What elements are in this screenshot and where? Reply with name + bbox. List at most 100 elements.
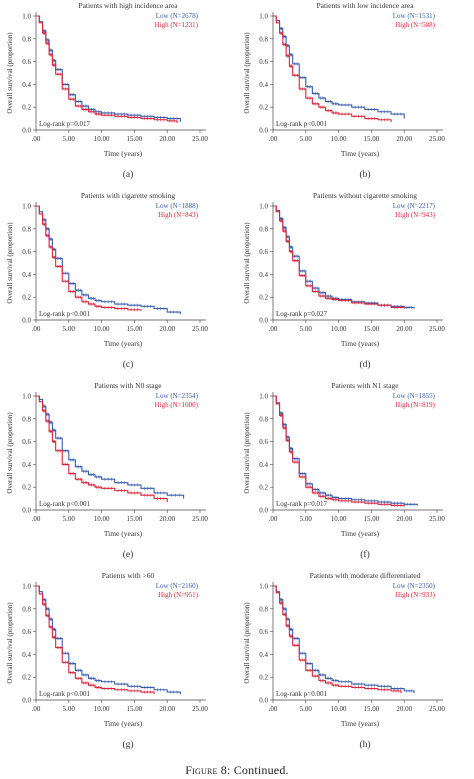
x-tick-label: .00: [32, 135, 41, 143]
legend-entry-low: Low (N=2354): [156, 392, 199, 400]
x-axis-label: Time (years): [104, 149, 143, 158]
chart-panel-a: Patients with high incidence area 0.0 0.2 0…: [0, 0, 237, 190]
y-tick-label: 0.6: [259, 58, 268, 66]
legend-entry-low: Low (N=1531): [393, 12, 436, 20]
panel-label: (b): [359, 169, 370, 180]
legend-entry-low: Low (N=2678): [156, 12, 199, 20]
y-tick-label: 0.8: [259, 225, 268, 233]
km-plot-b: Patients with low incidence area 0.0 0.2 0.…: [243, 1, 445, 180]
y-tick-label: 0.0: [259, 507, 268, 515]
x-tick-label: 15.00: [364, 325, 380, 333]
censor-marks-low: [43, 598, 178, 694]
km-plot-f: Patients with N1 stage 0.0 0.2 0.4 0.6 0.8 1.0…: [243, 381, 445, 560]
y-axis-label: Overall survival (proportion): [243, 32, 251, 114]
survival-curve-low: [36, 585, 181, 695]
y-tick-label: 0.2: [22, 104, 31, 112]
y-tick-label: 0.8: [259, 605, 268, 613]
legend-entry-high: High (N=1231): [155, 21, 199, 29]
x-axis-label: Time (years): [104, 529, 143, 538]
x-tick-label: 15.00: [364, 135, 380, 143]
panel-label: (g): [122, 739, 133, 750]
legend-entry-high: High (N=843): [158, 211, 199, 219]
y-tick-label: 0.0: [259, 697, 268, 705]
censor-marks-high: [280, 219, 402, 310]
x-axis-label: Time (years): [341, 339, 380, 348]
censor-marks-high: [280, 413, 402, 508]
survival-curve-high: [273, 395, 405, 507]
x-tick-label: .00: [269, 515, 278, 523]
panel-label: (f): [360, 549, 370, 560]
y-tick-label: 0.2: [22, 484, 31, 492]
y-tick-label: 0.2: [22, 294, 31, 302]
survival-curve-high: [273, 205, 405, 309]
y-tick-label: 0.6: [22, 628, 31, 636]
x-tick-label: .00: [269, 325, 278, 333]
y-tick-label: 0.0: [22, 127, 31, 135]
y-tick-label: 0.8: [259, 35, 268, 43]
y-tick-label: 0.4: [259, 271, 268, 279]
chart-title: Patients without cigarette smoking: [313, 191, 417, 200]
logrank-annotation: Log-rank p<0.001: [39, 500, 90, 508]
x-tick-label: 10.00: [94, 325, 110, 333]
legend-entry-low: Low (N=2217): [393, 202, 436, 210]
y-tick-label: 0.6: [22, 248, 31, 256]
x-tick-label: 5.00: [300, 515, 313, 523]
km-plot-e: Patients with N0 stage 0.0 0.2 0.4 0.6 0.8 1.0…: [6, 381, 208, 560]
y-tick-label: 1.0: [22, 583, 31, 591]
x-axis-label: Time (years): [341, 529, 380, 538]
x-tick-label: 5.00: [63, 325, 76, 333]
survival-curve-low: [36, 15, 181, 123]
chart-panel-e: Patients with N0 stage 0.0 0.2 0.4 0.6 0.8 1.0…: [0, 380, 237, 570]
legend-entry-high: High (N=943): [395, 211, 436, 219]
x-tick-label: 25.00: [429, 705, 445, 713]
chart-panel-d: Patients without cigarette smoking 0.0 0.2…: [237, 190, 474, 380]
x-tick-label: 20.00: [159, 515, 175, 523]
censor-marks-low: [280, 598, 412, 693]
y-tick-label: 0.6: [259, 628, 268, 636]
y-tick-label: 0.6: [259, 248, 268, 256]
y-axis-label: Overall survival (proportion): [243, 412, 251, 494]
survival-curve-low: [273, 395, 418, 506]
logrank-annotation: Log-rank p=0.017: [39, 120, 90, 128]
censor-marks-high: [43, 222, 138, 312]
y-tick-label: 1.0: [22, 203, 31, 211]
x-tick-label: 15.00: [364, 515, 380, 523]
y-axis-label: Overall survival (proportion): [6, 602, 14, 684]
legend-entry-high: High (N=951): [158, 591, 199, 599]
x-tick-label: .00: [32, 705, 41, 713]
censor-marks-low: [280, 411, 415, 506]
chart-panel-h: Patients with moderate differentiated 0.0…: [237, 570, 474, 760]
survival-curve-high: [273, 15, 392, 123]
censor-marks-low: [43, 218, 178, 314]
x-tick-label: 20.00: [159, 325, 175, 333]
x-tick-label: 25.00: [192, 705, 208, 713]
legend-entry-low: Low (N=1855): [393, 392, 436, 400]
y-tick-label: 0.2: [259, 294, 268, 302]
x-tick-label: 10.00: [331, 135, 347, 143]
censor-marks-low: [43, 404, 180, 497]
x-tick-label: 25.00: [192, 515, 208, 523]
survival-curve-low: [36, 205, 181, 315]
y-tick-label: 0.6: [22, 438, 31, 446]
chart-panel-g: Patients with >60 0.0 0.2 0.4 0.6 0.8 1.0 .00 5.…: [0, 570, 237, 760]
y-axis-label: Overall survival (proportion): [6, 412, 14, 494]
figure-caption-text: Continued.: [233, 763, 289, 777]
legend-entry-high: High (N=819): [395, 401, 436, 409]
x-tick-label: .00: [269, 705, 278, 713]
x-axis-label: Time (years): [341, 149, 380, 158]
survival-curve-high: [36, 205, 142, 311]
logrank-annotation: Log-rank p<0.001: [39, 310, 90, 318]
legend-entry-high: High (N=933): [395, 591, 436, 599]
y-tick-label: 0.8: [259, 415, 268, 423]
x-axis-label: Time (years): [341, 719, 380, 728]
legend-entry-low: Low (N=2350): [393, 582, 436, 590]
x-tick-label: 10.00: [331, 705, 347, 713]
survival-curve-high: [273, 585, 402, 694]
x-tick-label: 5.00: [300, 705, 313, 713]
survival-curve-high: [36, 585, 155, 695]
logrank-annotation: Log-rank p=0.027: [276, 310, 327, 318]
y-tick-label: 1.0: [259, 13, 268, 21]
y-tick-label: 1.0: [259, 203, 268, 211]
x-tick-label: 20.00: [396, 325, 412, 333]
y-tick-label: 0.2: [259, 484, 268, 492]
